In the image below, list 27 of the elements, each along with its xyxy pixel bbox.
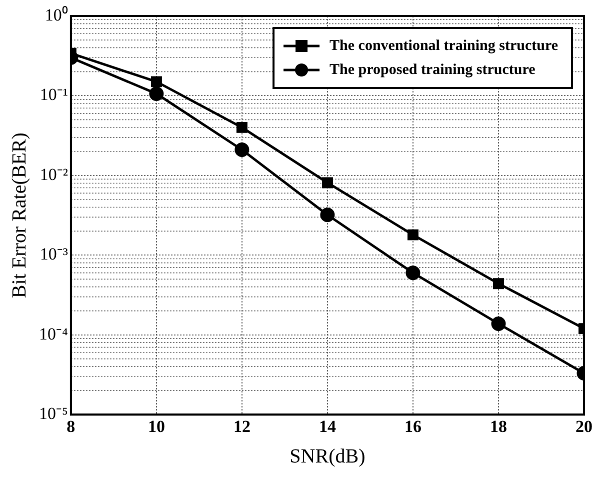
- y-tick-label: 10⁰: [44, 5, 68, 24]
- point: [236, 122, 248, 133]
- x-tick-label: 16: [404, 417, 422, 436]
- x-tick-label: 8: [66, 417, 76, 436]
- point: [406, 266, 420, 280]
- y-tick-label: 10⁻³: [40, 244, 68, 264]
- x-tick-label: 18: [490, 417, 507, 436]
- y-tick-label: 10⁻²: [40, 164, 68, 184]
- y-tick-label: 10⁻¹: [40, 85, 68, 104]
- y-tick-label: 10⁻⁴: [38, 324, 68, 344]
- x-tick-label: 12: [233, 417, 250, 436]
- y-tick-label: 10⁻⁵: [38, 404, 68, 424]
- point: [491, 316, 506, 331]
- point: [322, 177, 333, 188]
- point: [320, 208, 335, 222]
- x-tick-label: 20: [576, 417, 592, 436]
- point: [149, 86, 164, 101]
- point: [234, 142, 250, 158]
- legend-label: The proposed training structure: [330, 62, 536, 78]
- legend-label: The conventional training structure: [330, 38, 558, 54]
- point: [150, 76, 162, 88]
- x-tick-label: 14: [318, 417, 336, 436]
- x-axis-title: SNR(dB): [290, 445, 366, 468]
- x-tick-label: 10: [148, 417, 165, 436]
- point: [492, 278, 504, 290]
- point: [407, 229, 418, 240]
- y-axis-title: Bit Error Rate(BER): [8, 132, 30, 298]
